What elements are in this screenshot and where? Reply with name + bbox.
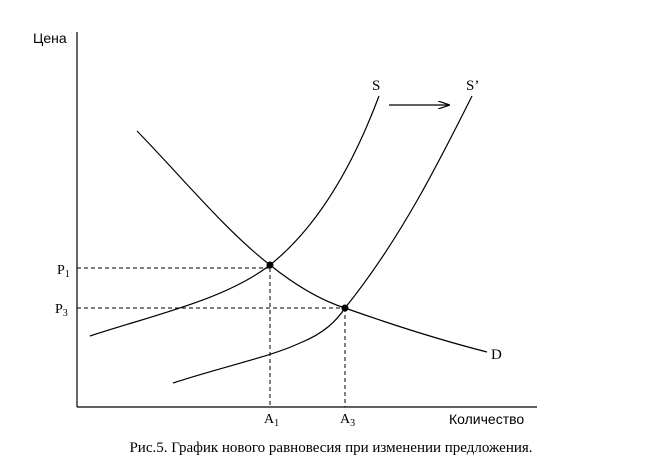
demand-curve (136, 130, 488, 353)
equilibrium-point-1 (266, 261, 274, 269)
shifted-supply-curve (172, 95, 473, 384)
supply-label: S (372, 78, 380, 94)
x-axis-label: Количество (449, 411, 524, 427)
price-label-p3: P3 (55, 302, 68, 319)
figure-caption: Рис.5. График нового равновесия при изме… (129, 440, 533, 456)
equilibrium-point-3 (341, 304, 349, 312)
demand-label: D (491, 347, 502, 363)
y-axis-label: Цена (33, 30, 67, 46)
shifted-supply-label: S’ (466, 78, 479, 94)
quantity-label-a3: A3 (340, 412, 355, 429)
price-label-p1: P1 (57, 263, 70, 280)
supply-curve (89, 95, 380, 337)
quantity-label-a1: A1 (264, 412, 279, 429)
